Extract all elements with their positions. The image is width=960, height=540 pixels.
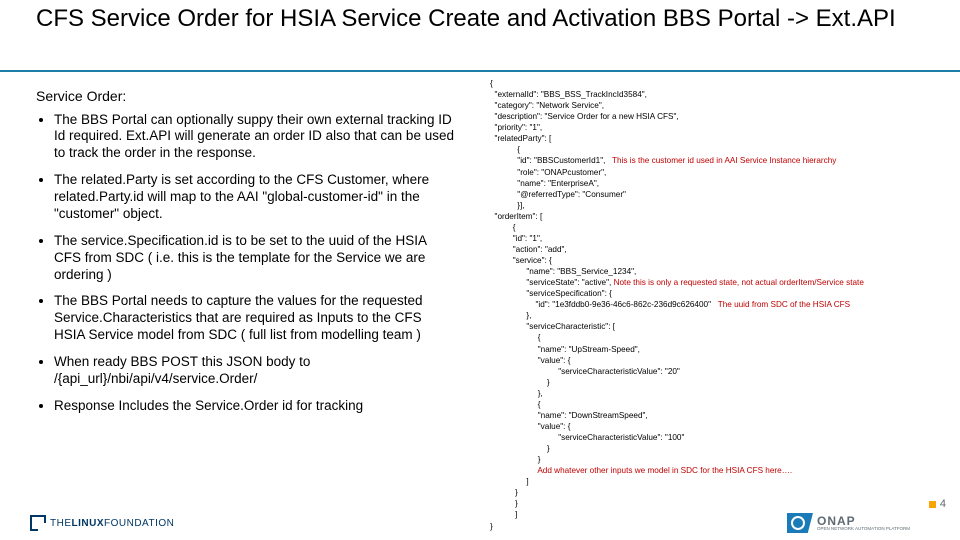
json-payload: { "externalId": "BBS_BSS_TrackIncId3584"…: [490, 78, 956, 532]
json-line: "action": "add",: [490, 244, 956, 255]
json-annotation: This is the customer id used in AAI Serv…: [605, 156, 836, 165]
json-line: }: [490, 377, 956, 388]
title-bar: CFS Service Order for HSIA Service Creat…: [0, 0, 960, 72]
bullet-item: When ready BBS POST this JSON body to /{…: [54, 354, 456, 388]
json-line: "priority": "1",: [490, 122, 956, 133]
slide: CFS Service Order for HSIA Service Creat…: [0, 0, 960, 540]
page-number-value: 4: [940, 498, 946, 510]
onap-text: ONAP OPEN NETWORK AUTOMATION PLATFORM: [817, 515, 910, 532]
json-line: }],: [490, 200, 956, 211]
json-line: "@referredType": "Consumer": [490, 189, 956, 200]
json-line: },: [490, 388, 956, 399]
json-line: }: [490, 487, 956, 498]
linux-foundation-logo: THELINUXFOUNDATION: [30, 514, 174, 532]
json-line: Add whatever other inputs we model in SD…: [490, 465, 956, 476]
json-annotation: The uuid from SDC of the HSIA CFS: [711, 300, 850, 309]
json-line: {: [490, 222, 956, 233]
json-line: "serviceSpecification": {: [490, 288, 956, 299]
json-line: "serviceCharacteristicValue": "20": [490, 366, 956, 377]
page-number: 4: [929, 498, 946, 510]
left-column: Service Order: The BBS Portal can option…: [36, 88, 456, 425]
json-line: {: [490, 144, 956, 155]
json-line: "name": "EnterpriseA",: [490, 178, 956, 189]
lf-text: THELINUXFOUNDATION: [50, 518, 174, 529]
json-line: }: [490, 498, 956, 509]
onap-mark-icon: [787, 513, 813, 533]
bullet-item: Response Includes the Service.Order id f…: [54, 398, 456, 415]
slide-title: CFS Service Order for HSIA Service Creat…: [36, 4, 916, 34]
lead-text: Service Order:: [36, 88, 456, 106]
json-line: "relatedParty": [: [490, 133, 956, 144]
json-line: "id": "1e3fddb0-9e36-46c6-862c-236d9c626…: [490, 299, 956, 310]
json-line: ]: [490, 476, 956, 487]
onap-logo: ONAP OPEN NETWORK AUTOMATION PLATFORM: [787, 512, 910, 534]
bullet-item: The service.Specification.id is to be se…: [54, 233, 456, 284]
json-line: "externalId": "BBS_BSS_TrackIncId3584",: [490, 89, 956, 100]
lf-mark-icon: [30, 515, 46, 531]
json-annotation: Add whatever other inputs we model in SD…: [490, 466, 792, 475]
bullet-item: The BBS Portal needs to capture the valu…: [54, 293, 456, 344]
json-line: "description": "Service Order for a new …: [490, 111, 956, 122]
json-line: "category": "Network Service",: [490, 100, 956, 111]
json-line: "id": "1",: [490, 233, 956, 244]
json-line: "name": "BBS_Service_1234",: [490, 266, 956, 277]
footer: THELINUXFOUNDATION ONAP OPEN NETWORK AUT…: [0, 510, 960, 534]
bullet-item: The related.Party is set according to th…: [54, 172, 456, 223]
json-line: "serviceCharacteristic": [: [490, 321, 956, 332]
json-line: "service": {: [490, 255, 956, 266]
json-line: "name": "DownStreamSpeed",: [490, 410, 956, 421]
json-line: },: [490, 310, 956, 321]
json-line: "name": "UpStream-Speed",: [490, 344, 956, 355]
bullet-item: The BBS Portal can optionally suppy thei…: [54, 112, 456, 163]
json-line: "value": {: [490, 355, 956, 366]
json-line: "role": "ONAPcustomer",: [490, 167, 956, 178]
json-line: {: [490, 399, 956, 410]
json-line: "id": "BBSCustomerId1", This is the cust…: [490, 155, 956, 166]
json-line: {: [490, 332, 956, 343]
json-line: "serviceState": "active", Note this is o…: [490, 277, 956, 288]
accent-square-icon: [929, 501, 936, 508]
json-line: "orderItem": [: [490, 211, 956, 222]
json-line: }: [490, 454, 956, 465]
json-line: "value": {: [490, 421, 956, 432]
json-annotation: Note this is only a requested state, not…: [611, 278, 864, 287]
bullet-list: The BBS Portal can optionally suppy thei…: [36, 112, 456, 415]
json-line: {: [490, 78, 956, 89]
json-line: }: [490, 443, 956, 454]
json-line: "serviceCharacteristicValue": "100": [490, 432, 956, 443]
